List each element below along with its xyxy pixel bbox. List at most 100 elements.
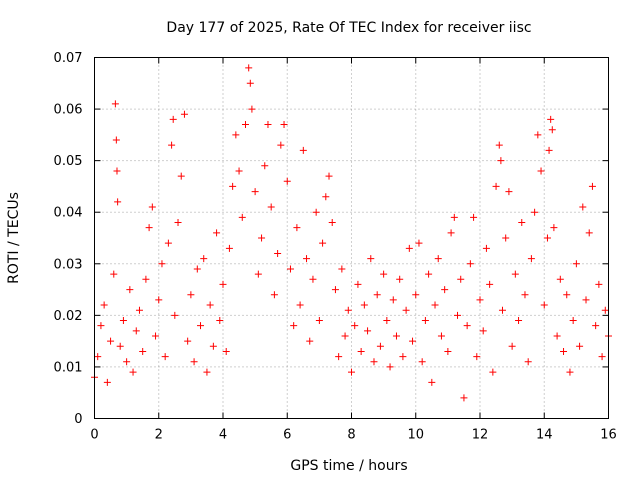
x-tick-label: 2 bbox=[155, 428, 163, 443]
data-point bbox=[367, 255, 375, 263]
chart-title: Day 177 of 2025, Rate Of TEC Index for r… bbox=[166, 20, 531, 36]
data-point bbox=[534, 131, 542, 139]
data-point bbox=[364, 327, 372, 335]
data-point bbox=[489, 368, 497, 376]
data-point bbox=[447, 229, 455, 237]
data-point bbox=[421, 317, 429, 325]
data-point bbox=[518, 219, 526, 227]
data-point bbox=[595, 280, 603, 288]
data-point bbox=[582, 296, 590, 304]
data-point bbox=[392, 332, 400, 340]
data-point bbox=[450, 213, 458, 221]
data-point bbox=[527, 255, 535, 263]
data-point bbox=[177, 172, 185, 180]
data-point bbox=[588, 182, 596, 190]
data-point bbox=[235, 167, 243, 175]
data-point bbox=[169, 115, 177, 123]
data-point bbox=[492, 182, 500, 190]
data-point bbox=[441, 286, 449, 294]
data-point bbox=[119, 317, 127, 325]
data-point bbox=[463, 322, 471, 330]
data-point bbox=[164, 239, 172, 247]
data-point bbox=[515, 317, 523, 325]
data-point bbox=[145, 224, 153, 232]
data-point bbox=[548, 126, 556, 134]
data-point bbox=[264, 121, 272, 129]
y-tick-label: 0.02 bbox=[54, 309, 83, 324]
data-point bbox=[386, 363, 394, 371]
data-point bbox=[225, 244, 233, 252]
data-point bbox=[232, 131, 240, 139]
data-point bbox=[187, 291, 195, 299]
data-point bbox=[521, 291, 529, 299]
data-point bbox=[412, 291, 420, 299]
data-point bbox=[383, 317, 391, 325]
data-point bbox=[498, 306, 506, 314]
data-point bbox=[396, 275, 404, 283]
data-point bbox=[344, 306, 352, 314]
data-point bbox=[486, 280, 494, 288]
data-point bbox=[158, 260, 166, 268]
data-point bbox=[338, 265, 346, 273]
data-point bbox=[168, 141, 176, 149]
data-point bbox=[258, 234, 266, 242]
data-point bbox=[111, 100, 119, 108]
data-point bbox=[246, 79, 254, 87]
data-point bbox=[283, 177, 291, 185]
data-point bbox=[556, 275, 564, 283]
data-point bbox=[190, 358, 198, 366]
y-axis-title: ROTI / TECUs bbox=[6, 192, 22, 284]
data-point bbox=[241, 121, 249, 129]
data-point bbox=[399, 353, 407, 361]
data-point bbox=[280, 121, 288, 129]
data-point bbox=[309, 275, 317, 283]
data-point bbox=[341, 332, 349, 340]
grid-lines bbox=[94, 57, 609, 419]
data-point bbox=[296, 301, 304, 309]
data-point bbox=[373, 291, 381, 299]
data-point bbox=[290, 322, 298, 330]
data-point bbox=[531, 208, 539, 216]
data-point bbox=[354, 280, 362, 288]
data-point bbox=[454, 311, 462, 319]
data-point bbox=[148, 203, 156, 211]
data-point bbox=[315, 317, 323, 325]
data-point bbox=[482, 244, 490, 252]
data-point bbox=[569, 317, 577, 325]
data-point bbox=[161, 353, 169, 361]
data-point bbox=[277, 141, 285, 149]
data-point bbox=[437, 332, 445, 340]
data-point bbox=[123, 358, 131, 366]
data-point bbox=[222, 347, 230, 355]
data-point bbox=[97, 322, 105, 330]
data-point bbox=[351, 322, 359, 330]
data-point bbox=[457, 275, 465, 283]
data-point bbox=[270, 291, 278, 299]
data-point bbox=[293, 224, 301, 232]
data-point bbox=[444, 347, 452, 355]
data-point bbox=[116, 342, 124, 350]
data-point bbox=[466, 260, 474, 268]
data-point bbox=[335, 353, 343, 361]
x-tick-label: 6 bbox=[283, 428, 291, 443]
data-point bbox=[357, 347, 365, 355]
data-point bbox=[502, 234, 510, 242]
data-point bbox=[113, 167, 121, 175]
data-point bbox=[560, 347, 568, 355]
data-point bbox=[431, 301, 439, 309]
x-tick-label: 8 bbox=[347, 428, 355, 443]
data-point bbox=[545, 146, 553, 154]
x-tick-label: 10 bbox=[407, 428, 424, 443]
data-point bbox=[322, 193, 330, 201]
data-point bbox=[206, 301, 214, 309]
data-point bbox=[261, 162, 269, 170]
data-point bbox=[129, 368, 137, 376]
data-point bbox=[216, 317, 224, 325]
data-point bbox=[299, 146, 307, 154]
x-tick-label: 0 bbox=[90, 428, 98, 443]
data-point bbox=[312, 208, 320, 216]
y-tick-label: 0.05 bbox=[54, 154, 83, 169]
data-point bbox=[479, 327, 487, 335]
data-point bbox=[598, 353, 606, 361]
